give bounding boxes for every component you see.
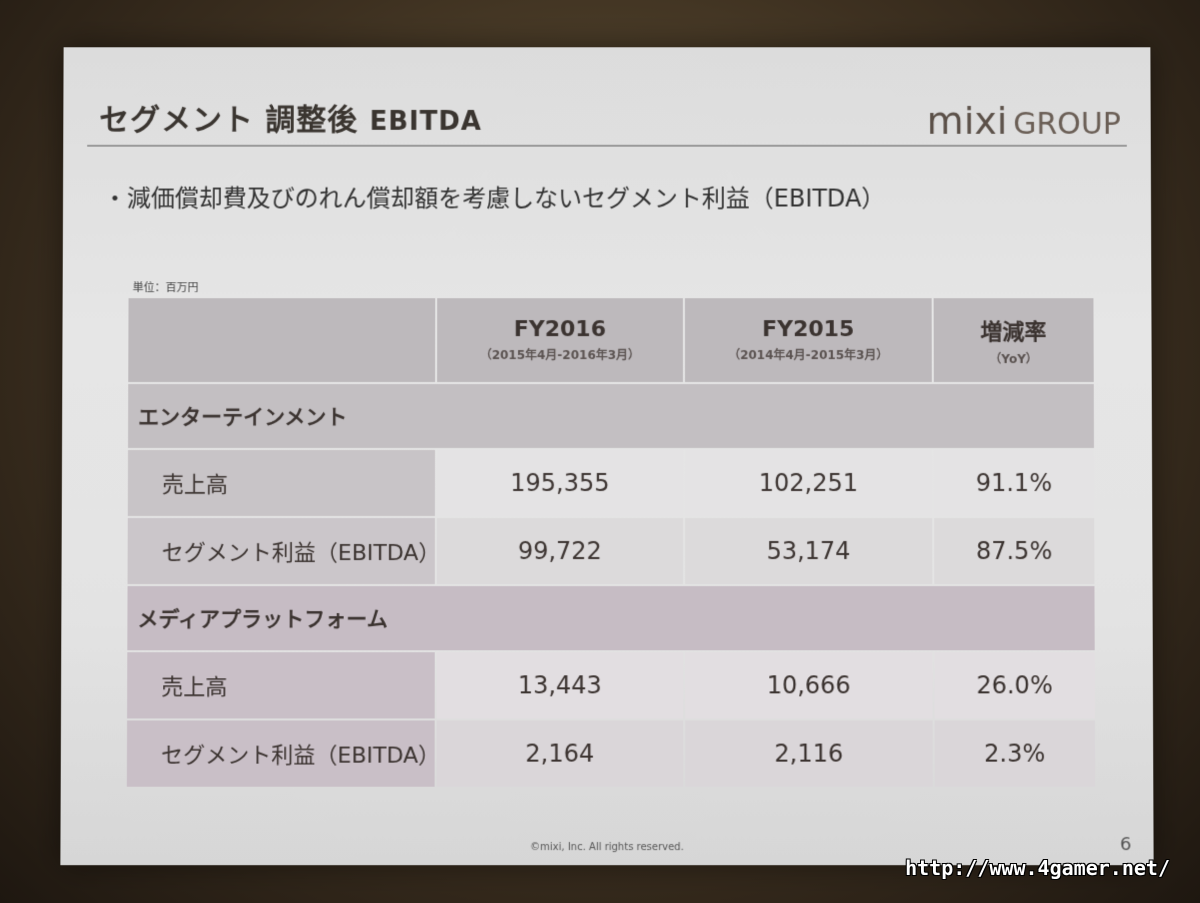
bullet-text: ・減価償却費及びのれん償却額を考慮しないセグメント利益（EBITDA） [103,179,885,214]
segment-name: メディアプラットフォーム [127,586,1094,650]
header-fy2016: FY2016 （2015年4月-2016年3月） [437,298,683,382]
unit-label: 単位：百万円 [133,279,199,295]
cell-yoy: 2.3% [934,720,1095,786]
header-blank [128,298,435,382]
header-fy2016-label: FY2016 [437,317,683,342]
table-header-row: FY2016 （2015年4月-2016年3月） FY2015 （2014年4月… [128,298,1093,382]
segment-name: エンターテインメント [128,384,1094,448]
cell-fy2016: 195,355 [437,450,684,516]
page-number: 6 [1120,834,1132,855]
logo-group: GROUP [1013,107,1121,142]
header-yoy-label: 増減率 [933,314,1093,346]
cell-fy2015: 10,666 [685,652,932,718]
header-yoy: 増減率 （YoY） [933,298,1093,382]
cell-fy2016: 13,443 [436,652,683,718]
header-fy2015-period: （2014年4月-2015年3月） [685,346,931,363]
cell-fy2015: 53,174 [685,518,932,584]
header-fy2015: FY2015 （2014年4月-2015年3月） [685,298,931,382]
cell-fy2015: 2,116 [685,720,932,786]
cell-fy2016: 99,722 [436,518,683,584]
row-label: セグメント利益（EBITDA） [127,720,434,786]
header-yoy-sub: （YoY） [933,350,1093,367]
segment-row-media-platform: メディアプラットフォーム [127,586,1094,650]
ebitda-table: FY2016 （2015年4月-2016年3月） FY2015 （2014年4月… [125,296,1097,789]
table-row: セグメント利益（EBITDA） 99,722 53,174 87.5% [128,518,1095,584]
cell-yoy: 87.5% [934,518,1095,584]
copyright-text: ©mixi, Inc. All rights reserved. [60,842,1153,853]
source-watermark: http://www.4gamer.net/ [905,856,1170,880]
row-label: 売上高 [127,652,434,718]
table-row: 売上高 13,443 10,666 26.0% [127,652,1095,718]
mixi-group-logo: mixi GROUP [927,99,1121,143]
slide-title-jp: セグメント 調整後 [99,103,358,138]
slide: セグメント 調整後 EBITDA mixi GROUP ・減価償却費及びのれん償却… [60,47,1153,865]
cell-fy2016: 2,164 [436,720,683,786]
header-fy2015-label: FY2015 [685,317,931,342]
slide-title: セグメント 調整後 EBITDA [99,95,482,139]
row-label: セグメント利益（EBITDA） [128,518,435,584]
title-divider [87,145,1127,147]
table-row: セグメント利益（EBITDA） 2,164 2,116 2.3% [127,720,1095,786]
header-fy2016-period: （2015年4月-2016年3月） [437,346,683,363]
table-row: 売上高 195,355 102,251 91.1% [128,450,1094,516]
cell-yoy: 26.0% [934,652,1095,718]
cell-yoy: 91.1% [934,450,1095,516]
segment-row-entertainment: エンターテインメント [128,384,1094,448]
row-label: 売上高 [128,450,435,516]
logo-mixi: mixi [927,99,1008,143]
cell-fy2015: 102,251 [685,450,932,516]
slide-title-en: EBITDA [369,107,481,137]
